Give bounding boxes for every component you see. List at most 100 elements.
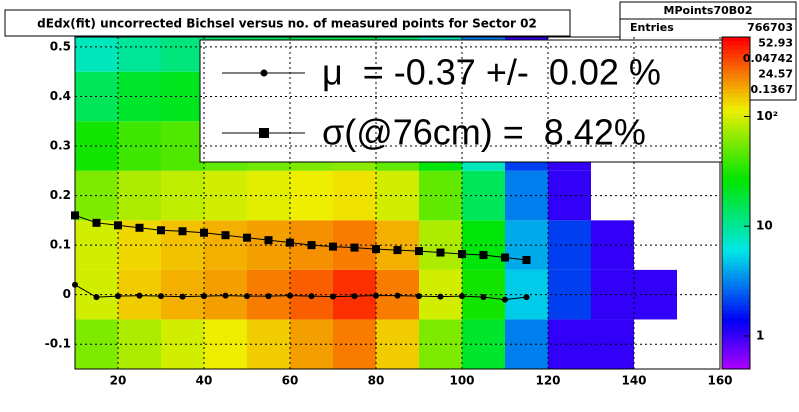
- marker: [394, 292, 401, 299]
- y-tick-label: 0.5: [50, 39, 71, 53]
- colorbar-segment: [722, 273, 750, 278]
- colorbar-segment: [722, 325, 750, 330]
- colorbar-segment: [722, 101, 750, 106]
- colorbar-segment: [722, 145, 750, 150]
- legend-marker: [259, 128, 269, 138]
- colorbar-segment: [722, 97, 750, 102]
- heat-cell: [118, 170, 161, 221]
- legend-box: [199, 39, 723, 163]
- marker: [523, 294, 530, 301]
- heat-cell: [161, 71, 204, 122]
- heat-cell: [161, 170, 204, 221]
- marker: [329, 242, 337, 251]
- marker: [222, 292, 229, 299]
- marker: [308, 293, 315, 300]
- colorbar-segment: [722, 289, 750, 294]
- colorbar-segment: [722, 329, 750, 334]
- stats-value: 766703: [747, 21, 793, 34]
- heat-cell: [376, 319, 419, 369]
- marker: [372, 245, 380, 254]
- colorbar-segment: [722, 317, 750, 322]
- colorbar-segment: [722, 257, 750, 262]
- colorbar-segment: [722, 221, 750, 226]
- colorbar-segment: [722, 41, 750, 46]
- colorbar-segment: [722, 213, 750, 218]
- colorbar-segment: [722, 241, 750, 246]
- colorbar-segment: [722, 269, 750, 274]
- marker: [92, 218, 101, 227]
- colorbar-segment: [722, 121, 750, 126]
- legend-label: μ = -0.37 +/- 0.02 %: [322, 52, 661, 93]
- z-tick-label: 10²: [756, 109, 778, 123]
- marker: [307, 241, 316, 250]
- colorbar-segment: [722, 237, 750, 242]
- y-tick-label: 0.4: [50, 89, 71, 103]
- x-tick-label: 20: [110, 374, 127, 388]
- colorbar-segment: [722, 117, 750, 122]
- y-tick-label: -0.1: [45, 337, 71, 351]
- marker: [136, 292, 143, 299]
- colorbar-segment: [722, 149, 750, 154]
- colorbar-segment: [722, 89, 750, 94]
- colorbar-segment: [722, 37, 750, 42]
- heat-cell: [75, 37, 118, 72]
- colorbar-segment: [722, 197, 750, 202]
- marker: [286, 238, 294, 247]
- heat-cell: [118, 121, 161, 171]
- colorbar-segment: [722, 313, 750, 318]
- colorbar-segment: [722, 137, 750, 142]
- colorbar-segment: [722, 357, 750, 362]
- heat-cell: [591, 269, 634, 320]
- colorbar-segment: [722, 337, 750, 342]
- marker: [436, 248, 445, 257]
- heat-cell: [376, 170, 419, 221]
- heat-cell: [118, 37, 161, 72]
- heat-cell: [548, 220, 591, 270]
- colorbar-segment: [722, 169, 750, 174]
- stats-label: Entries: [630, 21, 674, 34]
- heat-cell: [161, 319, 204, 369]
- stats-value: 52.93: [758, 37, 793, 50]
- legend-label: σ(@76cm) = 8.42%: [322, 112, 646, 153]
- marker: [480, 294, 487, 301]
- colorbar-segment: [722, 73, 750, 78]
- colorbar-segment: [722, 249, 750, 254]
- colorbar-segment: [722, 57, 750, 62]
- profile-line: [74, 284, 527, 301]
- colorbar-segment: [722, 113, 750, 118]
- colorbar-segment: [722, 297, 750, 302]
- heat-cell: [548, 269, 591, 320]
- marker: [459, 293, 465, 300]
- colorbar-segment: [722, 353, 750, 358]
- colorbar-segment: [722, 217, 750, 222]
- legend-marker: [260, 69, 268, 77]
- marker: [330, 293, 336, 300]
- y-tick-label: 0: [63, 287, 71, 301]
- marker: [502, 296, 508, 303]
- colorbar-segment: [722, 281, 750, 286]
- stats-value: 0.1367: [751, 83, 793, 96]
- profile-line: [74, 214, 527, 261]
- colorbar-segment: [722, 133, 750, 138]
- colorbar-segment: [722, 161, 750, 166]
- colorbar-segment: [722, 225, 750, 230]
- marker: [72, 281, 78, 288]
- marker: [201, 293, 207, 300]
- colorbar-segment: [722, 157, 750, 162]
- colorbar-segment: [722, 129, 750, 134]
- marker: [350, 243, 359, 252]
- colorbar-frame: [721, 36, 751, 370]
- colorbar-segment: [722, 105, 750, 110]
- marker: [179, 293, 186, 300]
- marker: [200, 228, 208, 237]
- marker: [114, 221, 122, 230]
- chart-title: dEdx(fit) uncorrected Bichsel versus no.…: [37, 17, 537, 31]
- stats-name: MPoints70B02: [664, 4, 753, 17]
- heat-cell: [247, 220, 290, 270]
- x-tick-label: 140: [621, 374, 646, 388]
- stats-value: 24.57: [758, 68, 793, 81]
- marker: [415, 247, 423, 256]
- heat-cell: [247, 170, 290, 221]
- y-tick-label: 0.3: [50, 139, 71, 153]
- x-tick-label: 100: [449, 374, 474, 388]
